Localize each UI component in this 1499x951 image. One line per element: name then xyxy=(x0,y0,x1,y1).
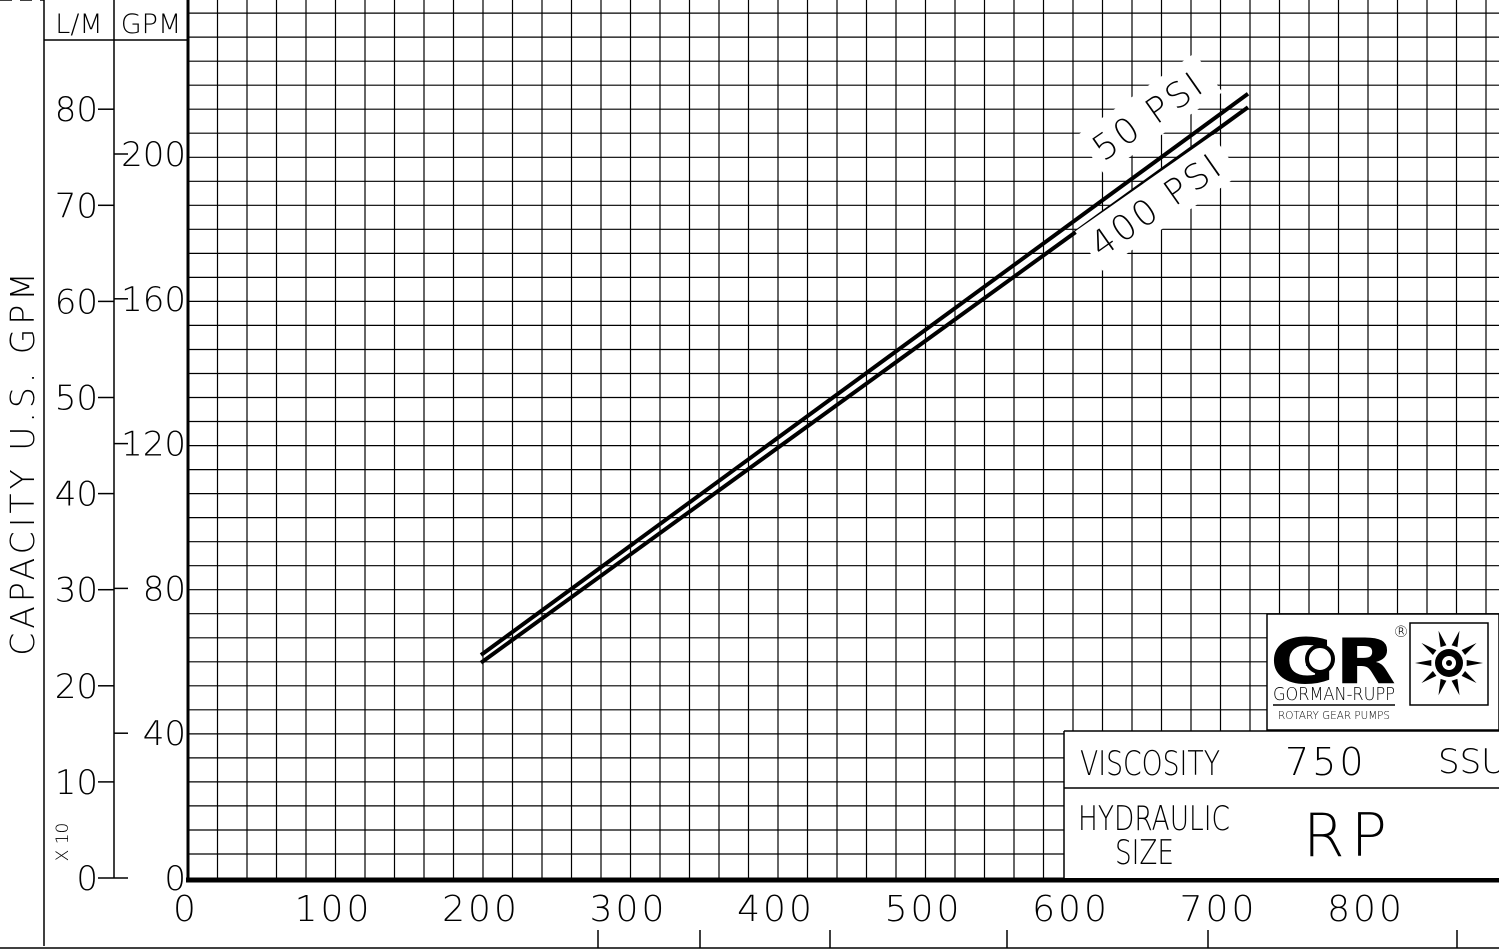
logo-brand: GORMAN-RUPP xyxy=(1273,684,1395,705)
series-line-400-psi xyxy=(479,105,1250,665)
gear-tooth xyxy=(1461,643,1477,655)
lpm-tick-label: 0 xyxy=(164,859,186,899)
lpm-tick-label: 160 xyxy=(121,280,186,320)
gear-tooth xyxy=(1438,678,1447,696)
series-line-50-psi xyxy=(479,92,1250,657)
gpm-tick-label: 10 xyxy=(55,763,98,803)
gear-tooth xyxy=(1451,678,1460,696)
lpm-tick-label: 80 xyxy=(143,569,186,609)
gpm-tick-label: 70 xyxy=(55,186,98,226)
gear-tooth xyxy=(1421,643,1437,655)
lpm-axis-ticks: 0 40 80 120 160 200 xyxy=(114,135,186,899)
x-axis-ticks: 0 100 200 300 400 500 600 700 800 xyxy=(173,889,1405,930)
gear-tooth xyxy=(1461,671,1477,683)
viscosity-unit: SSU xyxy=(1438,742,1499,782)
gear-tooth xyxy=(1415,660,1432,666)
lpm-tick-label: 120 xyxy=(121,425,186,465)
viscosity-value: 750 xyxy=(1285,740,1367,784)
logo-mark-swirl xyxy=(1305,644,1335,674)
series-lines xyxy=(479,92,1250,665)
gear-tooth xyxy=(1438,630,1447,648)
gpm-tick-label: 30 xyxy=(55,571,98,611)
gear-tooth xyxy=(1421,671,1437,683)
hydraulic-label: HYDRAULIC xyxy=(1078,799,1230,839)
y-axis-title: CAPACITY U.S. GPM xyxy=(3,268,42,656)
logo-tagline: ROTARY GEAR PUMPS xyxy=(1278,709,1390,722)
x-tick-label: 100 xyxy=(295,889,373,930)
gear-center xyxy=(1446,660,1452,666)
gpm-tick-label: 50 xyxy=(55,379,98,419)
x-tick-label: 200 xyxy=(442,889,520,930)
info-panel: VISCOSITY 750 SSU HYDRAULIC SIZE RP xyxy=(1063,730,1499,880)
hydraulic-size-label: SIZE xyxy=(1115,833,1174,873)
gpm-tick-label: 0 xyxy=(76,859,98,899)
x-tick-label: 600 xyxy=(1032,889,1110,930)
x-tick-label: 500 xyxy=(885,889,963,930)
gpm-unit-label: GPM xyxy=(121,9,182,40)
x-tick-label: 700 xyxy=(1180,889,1258,930)
lpm-tick-label: 200 xyxy=(121,135,186,175)
x-tick-label: 400 xyxy=(737,889,815,930)
lpm-tick-label: 40 xyxy=(143,714,186,754)
x-tick-label: 0 xyxy=(173,889,199,930)
registered-mark: ® xyxy=(1393,622,1409,641)
gear-tooth xyxy=(1451,630,1460,648)
x-tick-label: 300 xyxy=(590,889,668,930)
lpm-unit-label: L/M xyxy=(55,9,102,40)
gear-icon xyxy=(1415,630,1483,696)
gorman-rupp-logo: GR ® GORMAN-RUPP ROTARY GEAR PUMPS xyxy=(1266,613,1499,731)
gpm-axis-ticks: 0 10 20 30 40 50 60 70 80 xyxy=(55,90,114,899)
gpm-tick-label: 20 xyxy=(55,667,98,707)
gpm-scale-note: X 10 xyxy=(53,823,73,862)
gpm-tick-label: 80 xyxy=(55,90,98,130)
gpm-tick-label: 40 xyxy=(55,475,98,515)
gear-tooth xyxy=(1466,660,1483,666)
x-tick-label: 800 xyxy=(1327,889,1405,930)
viscosity-label: VISCOSITY xyxy=(1080,744,1220,784)
hydraulic-size-value: RP xyxy=(1303,801,1393,871)
gpm-tick-label: 60 xyxy=(55,282,98,322)
